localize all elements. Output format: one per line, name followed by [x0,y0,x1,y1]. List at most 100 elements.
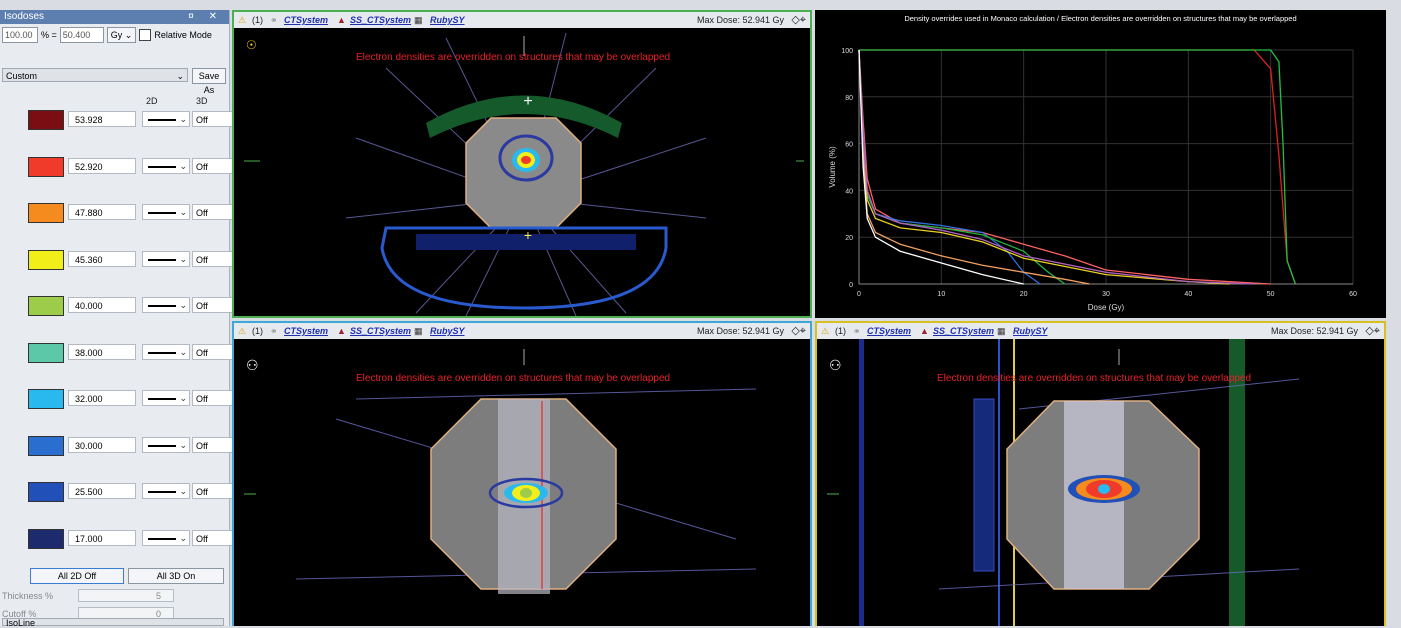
isodose-value-field[interactable]: 17.000 [68,529,136,546]
plan-icon: ▦ [414,15,423,25]
line-style-select[interactable]: ⌄ [142,529,190,546]
warning-icon[interactable]: ⚠ [238,15,247,25]
viewport-tools-icon[interactable]: ◇⌖ [791,325,806,337]
dvh-series-line [859,49,1296,285]
close-icon[interactable]: ✕ [208,11,223,22]
chevron-down-icon: ⌄ [179,253,187,264]
col-header-2d: 2D [146,96,158,106]
isodose-color-swatch[interactable] [28,203,64,223]
preset-dropdown[interactable]: Custom ⌄ [2,68,188,82]
chevron-down-icon: ⌄ [179,346,187,357]
chevron-down-icon: ⌄ [179,532,187,543]
isodose-color-swatch[interactable] [28,528,64,549]
line-style-select[interactable]: ⌄ [142,436,190,453]
3d-toggle-value: Off [196,487,208,497]
thickness-spinner[interactable]: 5 [78,589,174,602]
line-style-select[interactable]: ⌄ [142,204,190,220]
isodose-value-field[interactable]: 38.000 [68,343,136,360]
isodose-value-field[interactable]: 25.500 [68,483,136,499]
reference-dose-row: 100.00 % = 50.400 Gy ⌄ Relative Mode [2,26,212,44]
all-3d-on-button[interactable]: All 3D On [128,568,224,584]
body-orientation-icon: ⚇ [829,357,842,373]
3d-toggle-value: Off [196,394,208,404]
dvh-viewport[interactable]: Density overrides used in Monaco calcula… [815,10,1386,318]
relative-mode-checkbox[interactable] [139,29,152,41]
sagittal-viewport[interactable]: ⚠ (1) ⚭ CTSystem ▲ SS_CTSystem ▦ RubySY … [815,321,1386,626]
couch-insert [416,234,636,250]
isodose-color-swatch[interactable] [28,249,64,270]
coronal-viewport[interactable]: ⚠ (1) ⚭ CTSystem ▲ SS_CTSystem ▦ RubySY … [232,321,812,626]
isodose-color-swatch[interactable] [28,296,64,316]
isodose-value-field[interactable]: 30.000 [68,436,136,453]
line-style-select[interactable]: ⌄ [142,250,190,267]
ct-system-link[interactable]: CTSystem [867,326,912,336]
structure-set-link[interactable]: SS_CTSystem [350,326,412,336]
all-2d-off-button[interactable]: All 2D Off [30,568,124,584]
chevron-down-icon: ⌄ [179,300,187,310]
dvh-chart[interactable]: 0 10 20 30 40 50 60 0 20 40 60 80 100 Dose (Gy) Volume… [815,10,1386,318]
line-style-select[interactable]: ⌄ [142,111,190,127]
line-style-select[interactable]: ⌄ [142,483,190,499]
sagittal-image[interactable]: Electron densities are overridden on str… [819,339,1382,626]
viewport-tools-icon[interactable]: ◇⌖ [1365,325,1380,337]
warning-icon[interactable]: ⚠ [238,326,247,336]
isodose-color-swatch[interactable] [28,435,64,456]
3d-toggle-value: Off [196,301,208,311]
isodose-color-swatch[interactable] [28,110,64,130]
transverse-render: + + [244,32,804,316]
y-axis-label: Volume (%) [828,146,837,188]
isodose-value-field[interactable]: 45.360 [68,250,136,267]
structure-set-link[interactable]: SS_CTSystem [350,15,412,25]
3d-toggle-value: Off [196,208,208,218]
ct-system-link[interactable]: CTSystem [284,326,329,336]
plan-link[interactable]: RubySY [430,326,465,336]
plan-link[interactable]: RubySY [1013,326,1048,336]
transverse-image[interactable]: + + Electron densities are overridden on… [236,28,808,316]
structure-set-icon: ▲ [920,326,929,336]
isodose-value-field[interactable]: 47.880 [68,204,136,220]
plan-link[interactable]: RubySY [430,15,465,25]
isodose-value-field[interactable]: 32.000 [68,390,136,406]
isodose-value-field[interactable]: 52.920 [68,157,136,174]
save-as-button[interactable]: Save As [192,68,226,95]
couch-structure [380,226,668,310]
y-tick-label: 100 [841,48,853,55]
percent-input[interactable]: 100.00 [2,27,38,43]
coronal-image[interactable]: Electron densities are overridden on str… [236,339,808,624]
line-style-select[interactable]: ⌄ [142,390,190,406]
max-dose-label: Max Dose: 52.941 Gy [1270,326,1358,336]
isodose-value-field[interactable]: 40.000 [68,297,136,313]
isodose-value-field[interactable]: 53.928 [68,111,136,127]
warning-icon[interactable]: ⚠ [821,326,830,336]
line-style-select[interactable]: ⌄ [142,297,190,313]
unit-dropdown[interactable]: Gy ⌄ [106,27,137,43]
isodose-color-swatch[interactable] [28,156,64,177]
y-tick-label: 40 [845,188,853,195]
isodoses-panel: Isodoses ¤ ✕ 100.00 % = 50.400 Gy ⌄ Rela… [0,10,250,628]
transverse-viewport[interactable]: ⚠ (1) ⚭ CTSystem ▲ SS_CTSystem ▦ RubySY … [232,10,812,318]
col-header-3d: 3D [196,96,208,106]
3d-toggle-value: Off [196,254,208,265]
3d-toggle-value: Off [196,115,208,125]
crosshair-icon: + [523,93,532,110]
dvh-series-line [858,49,1090,285]
y-tick-label: 0 [849,282,853,289]
ct-system-link[interactable]: CTSystem [284,15,329,25]
line-style-select[interactable]: ⌄ [142,157,190,174]
isodose-color-swatch[interactable] [28,342,64,363]
pin-icon[interactable]: ¤ [188,11,200,22]
chevron-down-icon: ⌄ [179,486,187,496]
isodose-color-swatch[interactable] [28,482,64,502]
viewport-tools-icon[interactable]: ◇⌖ [791,14,806,26]
plan-icon: ▦ [414,326,423,336]
line-style-select[interactable]: ⌄ [142,343,190,360]
structure-set-link[interactable]: SS_CTSystem [933,326,995,336]
line-style-dropdown[interactable]: IsoLine [2,618,224,628]
isodose-peak [521,156,531,164]
isodose-color-swatch[interactable] [28,389,64,409]
preset-value: Custom [6,71,38,81]
dose-input[interactable]: 50.400 [59,27,104,43]
cutoff-label: Cutoff % [2,609,37,619]
couch-block [973,398,995,572]
isodose-peak [520,488,532,498]
